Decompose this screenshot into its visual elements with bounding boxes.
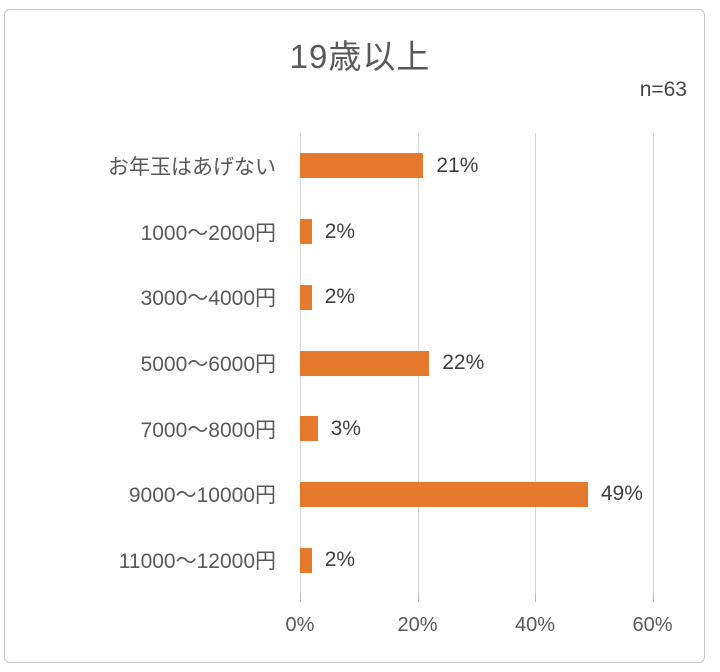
x-axis-tick-mark [417, 593, 419, 602]
bar-value-label: 2% [324, 219, 356, 243]
bar [300, 547, 312, 573]
x-axis-tick-label: 0% [285, 614, 315, 636]
bar-value-label: 21% [436, 153, 479, 177]
bar-value-label: 22% [442, 351, 485, 375]
x-axis-tick-label: 60% [632, 614, 673, 636]
bar [300, 350, 430, 376]
bar-value-label: 2% [324, 285, 356, 309]
category-label: 7000〜8000円 [140, 418, 276, 442]
gridline [535, 133, 536, 593]
bar [300, 219, 312, 245]
bar-rows: 21% 2% 2% 22% 3% 49% 2% [300, 133, 672, 593]
x-axis-tick-mark [652, 593, 654, 602]
bar-row: 49% [300, 462, 672, 528]
bar-row: 2% [300, 199, 672, 265]
bar [300, 153, 424, 179]
category-label: お年玉はあげない [108, 155, 276, 179]
bar-row: 3% [300, 396, 672, 462]
bar-row: 21% [300, 133, 672, 199]
gridline [652, 133, 654, 593]
bar-row: 2% [300, 264, 672, 330]
sample-size-label: n=63 [639, 78, 687, 101]
bar-value-label: 2% [324, 548, 356, 572]
bar [300, 284, 312, 310]
bar-row: 2% [300, 527, 672, 593]
plot-area: 21% 2% 2% 22% 3% 49% 2% [300, 133, 672, 602]
x-axis-tick-label: 20% [397, 614, 438, 636]
category-label: 3000〜4000円 [140, 287, 276, 311]
bar-value-label: 49% [600, 482, 643, 506]
bar [300, 481, 588, 507]
category-label: 5000〜6000円 [140, 353, 276, 377]
x-axis-tick-label: 40% [514, 614, 556, 636]
chart-title: 19歳以上 [289, 38, 431, 75]
bar-value-label: 3% [330, 416, 361, 440]
bar [300, 416, 318, 442]
category-axis: お年玉はあげない 1000〜2000円 3000〜4000円 5000〜6000円 70… [0, 133, 276, 593]
bar-row: 22% [300, 330, 672, 396]
x-axis-tick-mark [300, 593, 301, 602]
category-label: 11000〜12000円 [118, 550, 276, 574]
x-axis-tick-mark [535, 593, 536, 602]
category-label: 9000〜10000円 [128, 484, 276, 508]
category-label: 1000〜2000円 [140, 221, 276, 245]
